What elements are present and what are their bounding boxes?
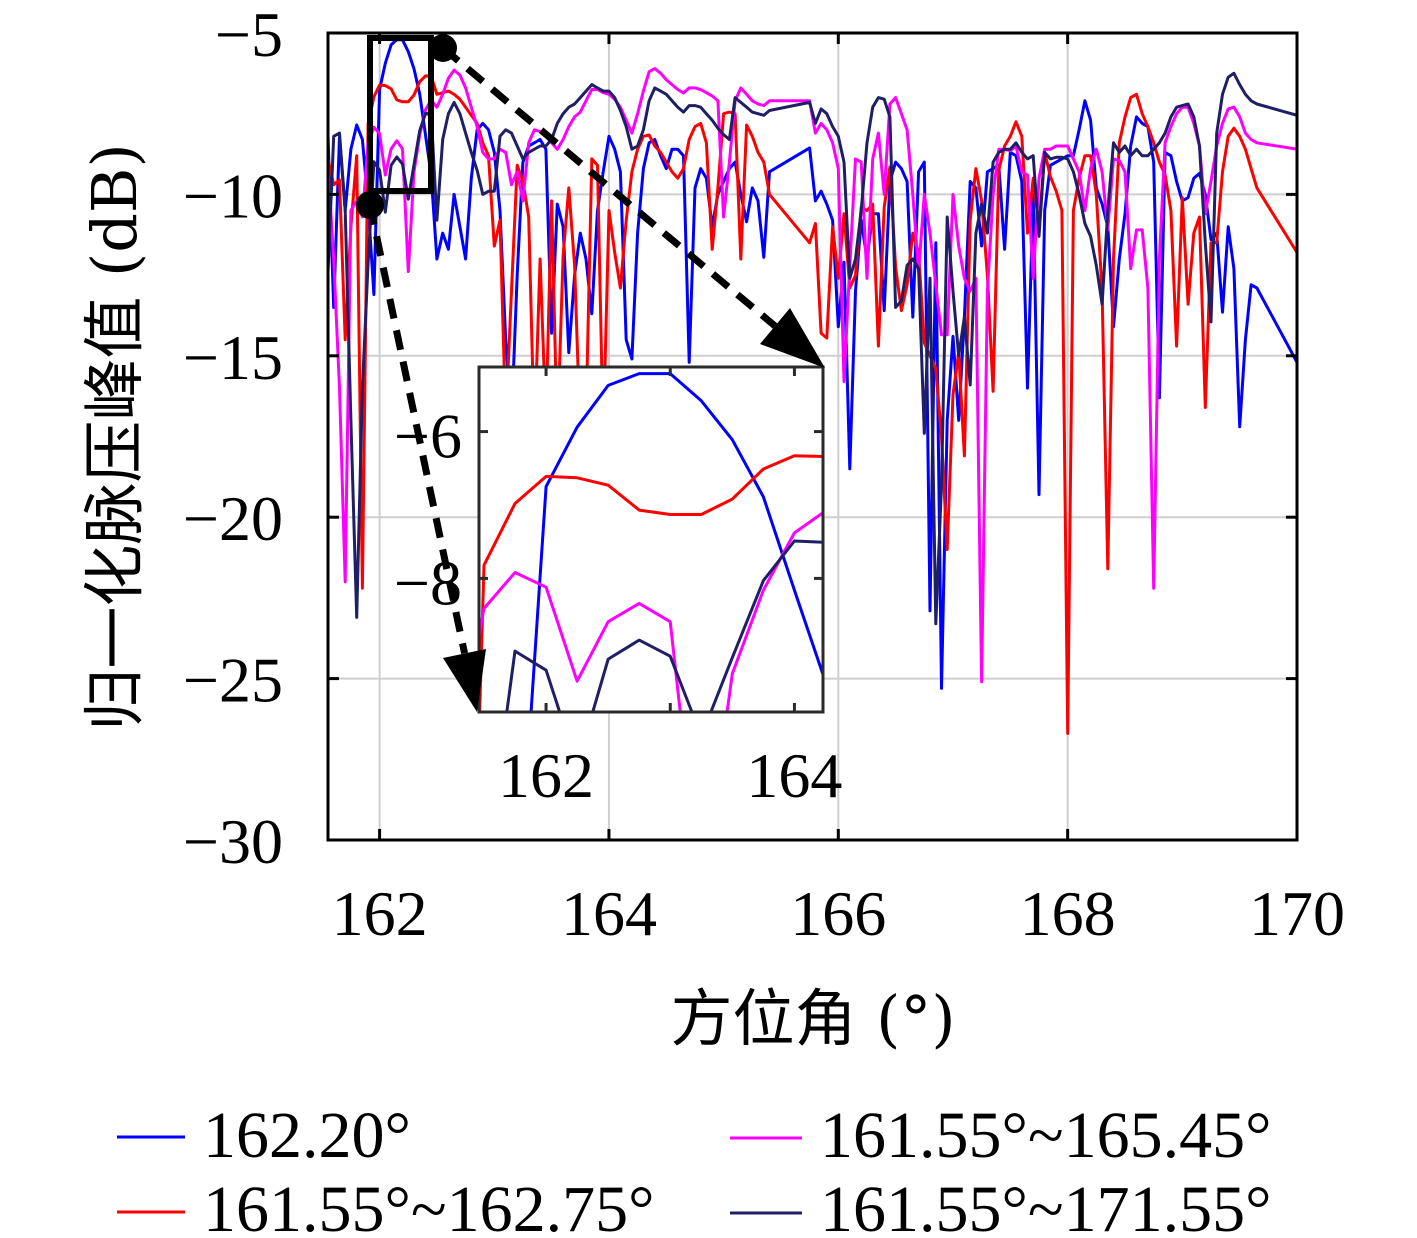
x-axis-label: 方位角 (°): [670, 982, 955, 1055]
main-plot-frame: [326, 31, 1299, 842]
x-tick-label: 162: [332, 878, 428, 949]
legend-item: 161.55°~165.45°: [730, 1099, 1272, 1172]
y-tick-label: −5: [215, 0, 283, 70]
anchor-dot: [356, 191, 384, 219]
inset-x-tick-label: 164: [746, 740, 842, 811]
inset-series-line-161-55-171-55: [505, 539, 823, 712]
zoom-annotation: [356, 34, 825, 712]
inset-series-line-161-55-162-75: [479, 454, 823, 712]
legend-item: 161.55°~171.55°: [730, 1173, 1272, 1238]
inset-plot: 162 164−6−8: [394, 365, 843, 811]
anchor-dot: [429, 34, 457, 62]
inset-series-line-161-55-165-45: [479, 510, 823, 712]
main-series-group: [328, 38, 1297, 735]
main-tick-labels: 162 164 166 168 170 −5 −10 −15 −20 −25 −30: [183, 0, 1345, 949]
y-axis-label: 归一化脉压峰值 (dB): [78, 143, 151, 730]
y-tick-label: −10: [183, 160, 283, 231]
legend-label: 161.55°~171.55°: [820, 1173, 1272, 1238]
inset-x-tick-label: 162: [498, 740, 594, 811]
y-tick-label: −15: [183, 322, 283, 393]
y-tick-label: −20: [183, 483, 283, 554]
inset-y-tick-label: −6: [394, 401, 462, 472]
legend-label: 161.55°~162.75°: [203, 1173, 655, 1238]
x-tick-label: 170: [1249, 878, 1345, 949]
legend-item: 162.20°: [117, 1099, 411, 1172]
zoom-connector-line-left: [366, 204, 469, 655]
series-line-161-55-171-55: [328, 71, 1297, 626]
inset-series-line-162-20: [529, 372, 823, 712]
inset-frame: [477, 365, 825, 714]
zoom-region-box: [367, 35, 434, 194]
legend-label: 162.20°: [203, 1099, 411, 1172]
arrowhead-icon: [443, 649, 486, 712]
legend: 162.20° 161.55°~162.75° 161.55°~165.45° …: [117, 1099, 1272, 1238]
inset-series-group: [479, 372, 823, 712]
main-tick-marks: [328, 31, 1299, 842]
legend-item: 161.55°~162.75°: [117, 1173, 655, 1238]
y-tick-label: −30: [183, 806, 283, 877]
x-tick-label: 164: [561, 878, 657, 949]
zoom-connector-line-right: [440, 45, 778, 329]
legend-label: 161.55°~165.45°: [820, 1099, 1272, 1172]
arrowhead-icon: [760, 308, 825, 368]
y-tick-label: −25: [183, 645, 283, 716]
x-tick-label: 166: [790, 878, 886, 949]
inset-tick-marks: [479, 367, 823, 712]
x-tick-label: 168: [1020, 878, 1116, 949]
inset-tick-labels: 162 164−6−8: [394, 401, 843, 811]
